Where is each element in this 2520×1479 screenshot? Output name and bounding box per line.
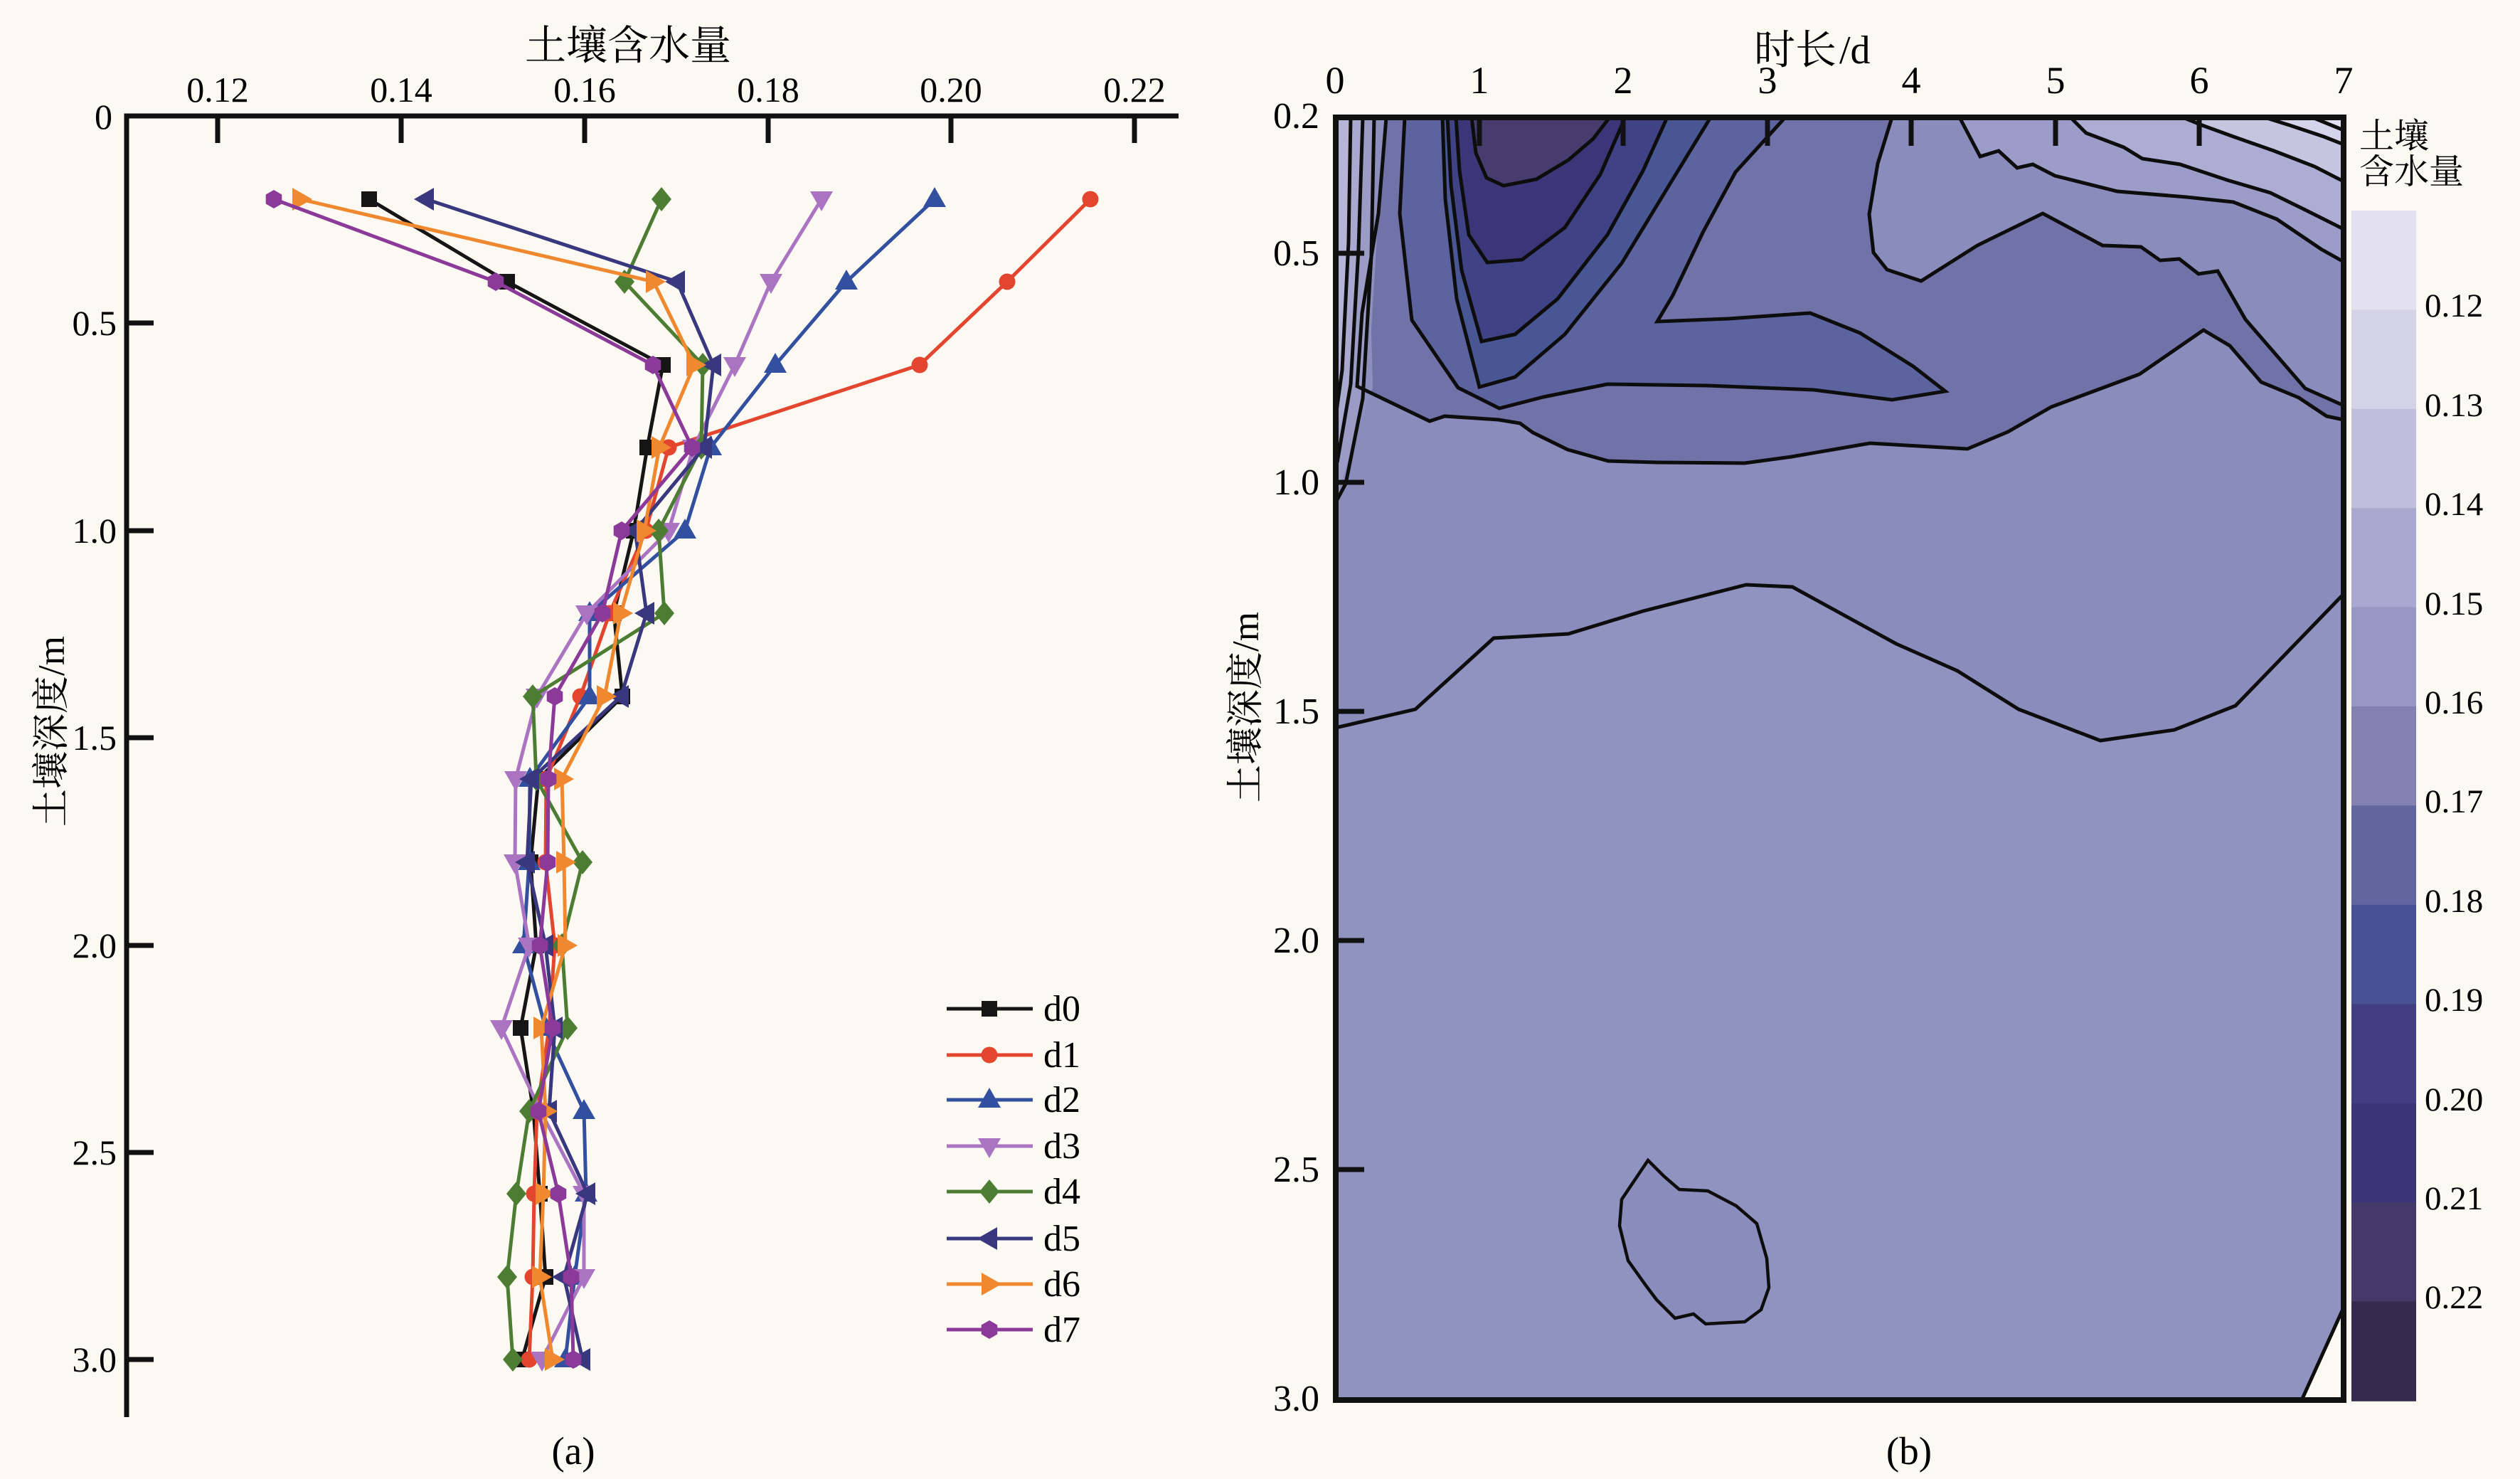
svg-text:0.20: 0.20	[2425, 1081, 2483, 1118]
svg-text:0.19: 0.19	[2425, 982, 2483, 1019]
svg-text:0.5: 0.5	[73, 303, 117, 343]
svg-text:0.21: 0.21	[2425, 1180, 2483, 1217]
svg-text:0.18: 0.18	[2425, 883, 2483, 920]
svg-text:2.5: 2.5	[73, 1133, 117, 1172]
svg-text:2: 2	[1614, 59, 1633, 102]
svg-text:0.20: 0.20	[920, 70, 982, 110]
svg-text:3.0: 3.0	[73, 1340, 117, 1379]
svg-text:3.0: 3.0	[1273, 1379, 1319, 1419]
svg-text:0.14: 0.14	[370, 70, 432, 110]
svg-text:d7: d7	[1043, 1310, 1080, 1350]
svg-text:0: 0	[95, 97, 112, 137]
svg-text:0.17: 0.17	[2425, 783, 2483, 820]
svg-text:0.5: 0.5	[1273, 233, 1319, 274]
svg-text:2.0: 2.0	[73, 926, 117, 965]
svg-text:d2: d2	[1043, 1080, 1080, 1120]
svg-text:/m: /m	[31, 636, 73, 676]
svg-text:d3: d3	[1043, 1126, 1080, 1167]
svg-text:1.5: 1.5	[73, 718, 117, 758]
svg-text:d1: d1	[1043, 1035, 1080, 1076]
svg-text:0.18: 0.18	[737, 70, 799, 110]
svg-text:1.5: 1.5	[1273, 691, 1319, 732]
svg-text:1.0: 1.0	[1273, 462, 1319, 503]
svg-text:6: 6	[2190, 59, 2209, 102]
svg-text:0.14: 0.14	[2425, 486, 2483, 523]
svg-text:d0: d0	[1043, 989, 1080, 1029]
svg-text:1: 1	[1470, 59, 1489, 102]
svg-text:0.12: 0.12	[186, 70, 249, 110]
svg-text:0.12: 0.12	[2425, 287, 2483, 324]
svg-text:5: 5	[2046, 59, 2066, 102]
svg-text:/d: /d	[1839, 28, 1871, 73]
svg-text:/m: /m	[1226, 612, 1267, 652]
svg-text:0.13: 0.13	[2425, 387, 2483, 424]
svg-text:0.22: 0.22	[1103, 70, 1166, 110]
svg-text:0.16: 0.16	[553, 70, 616, 110]
svg-text:(a): (a)	[551, 1429, 595, 1473]
svg-text:1.0: 1.0	[73, 511, 117, 551]
svg-text:7: 7	[2334, 59, 2354, 102]
svg-text:d5: d5	[1043, 1219, 1080, 1259]
svg-text:2.5: 2.5	[1273, 1150, 1319, 1190]
svg-text:d6: d6	[1043, 1264, 1080, 1305]
svg-text:(b): (b)	[1886, 1429, 1932, 1473]
svg-text:0: 0	[1326, 59, 1345, 102]
svg-text:0.2: 0.2	[1273, 96, 1319, 137]
svg-text:0.22: 0.22	[2425, 1279, 2483, 1316]
svg-text:d4: d4	[1043, 1172, 1080, 1212]
svg-text:4: 4	[1902, 59, 1921, 102]
svg-text:0.15: 0.15	[2425, 585, 2483, 622]
svg-text:2.0: 2.0	[1273, 921, 1319, 961]
svg-text:3: 3	[1758, 59, 1777, 102]
svg-text:0.16: 0.16	[2425, 684, 2483, 721]
